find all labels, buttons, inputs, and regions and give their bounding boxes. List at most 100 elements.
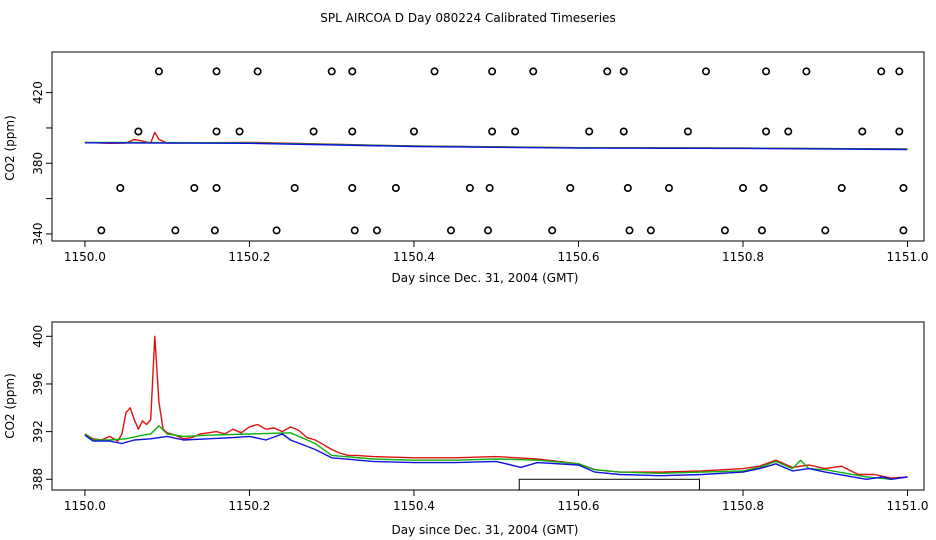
top-data-point — [762, 127, 771, 136]
bottom-panel: 1150.0 1150.2 1150.4 1150.6 1150.8 1151.0 388… — [3, 321, 929, 537]
bottom-box-rect — [518, 478, 700, 491]
top-data-point — [821, 226, 830, 235]
top-data-point — [446, 226, 455, 235]
bottom-x-tick-label: 1150.8 — [722, 499, 764, 513]
top-data-point — [483, 226, 492, 235]
top-data-point — [619, 127, 628, 136]
bottom-x-tick-label: 1150.4 — [393, 499, 435, 513]
top-data-point — [802, 67, 811, 76]
top-series-lines — [84, 131, 908, 151]
bottom-y-tick-label: 400 — [31, 325, 45, 348]
top-data-point — [877, 67, 886, 76]
top-x-tick-label: 1150.2 — [228, 250, 270, 264]
top-data-point — [409, 127, 418, 136]
top-data-point — [511, 127, 520, 136]
top-x-axis-label: Day since Dec. 31, 2004 (GMT) — [392, 271, 579, 285]
top-panel: 1150.0 1150.2 1150.4 1150.6 1150.8 1151.0 340… — [3, 51, 929, 285]
bottom-series-red — [84, 335, 908, 479]
top-data-point — [548, 226, 557, 235]
bottom-annotation-box — [518, 478, 700, 491]
bottom-series-green — [84, 425, 908, 480]
top-data-point — [762, 67, 771, 76]
top-data-point — [97, 226, 106, 235]
top-x-tick-label: 1151.0 — [887, 250, 929, 264]
top-data-point — [739, 184, 748, 193]
top-data-point — [154, 67, 163, 76]
top-data-point — [391, 184, 400, 193]
top-data-point — [858, 127, 867, 136]
top-data-point — [529, 67, 538, 76]
top-data-point — [327, 67, 336, 76]
top-x-tick-label: 1150.8 — [722, 250, 764, 264]
bottom-panel-frame — [51, 321, 925, 491]
top-data-point — [488, 127, 497, 136]
top-data-point — [625, 226, 634, 235]
top-x-tick-label: 1150.6 — [557, 250, 599, 264]
top-data-point — [134, 127, 143, 136]
top-data-point — [566, 184, 575, 193]
top-data-point — [212, 127, 221, 136]
top-data-point — [603, 67, 612, 76]
top-scatter-points — [97, 67, 908, 235]
bottom-series-lines — [84, 335, 908, 480]
top-data-point — [683, 127, 692, 136]
top-data-point — [212, 184, 221, 193]
top-data-point — [350, 226, 359, 235]
top-data-point — [348, 67, 357, 76]
bottom-x-tick-label: 1150.6 — [557, 499, 599, 513]
top-y-tick-label: 420 — [31, 81, 45, 104]
top-data-point — [759, 184, 768, 193]
top-data-point — [485, 184, 494, 193]
bottom-x-tick-label: 1151.0 — [887, 499, 929, 513]
top-data-point — [720, 226, 729, 235]
top-data-point — [619, 67, 628, 76]
bottom-series-blue — [84, 433, 908, 480]
top-data-point — [190, 184, 199, 193]
top-y-axis-label: CO2 (ppm) — [3, 115, 17, 181]
top-data-point — [488, 67, 497, 76]
top-series-blue — [84, 142, 908, 151]
top-data-point — [212, 67, 221, 76]
top-data-point — [664, 184, 673, 193]
bottom-y-tick-label: 388 — [31, 468, 45, 491]
top-x-tick-label: 1150.4 — [393, 250, 435, 264]
top-data-point — [585, 127, 594, 136]
top-data-point — [430, 67, 439, 76]
top-data-point — [309, 127, 318, 136]
top-data-point — [116, 184, 125, 193]
bottom-x-axis: 1150.0 1150.2 1150.4 1150.6 1150.8 1151.0 — [64, 490, 929, 513]
top-data-point — [235, 127, 244, 136]
bottom-x-tick-label: 1150.2 — [228, 499, 270, 513]
top-data-point — [253, 67, 262, 76]
bottom-y-axis: 388 392 396 400 — [31, 325, 52, 491]
top-data-point — [348, 184, 357, 193]
top-data-point — [646, 226, 655, 235]
top-y-axis: 340 380 420 — [31, 81, 52, 245]
top-data-point — [757, 226, 766, 235]
top-data-point — [210, 226, 219, 235]
top-data-point — [623, 184, 632, 193]
top-data-point — [701, 67, 710, 76]
top-data-point — [465, 184, 474, 193]
bottom-y-axis-label: CO2 (ppm) — [3, 373, 17, 439]
top-data-point — [348, 127, 357, 136]
bottom-x-tick-label: 1150.0 — [64, 499, 106, 513]
top-data-point — [895, 67, 904, 76]
top-data-point — [171, 226, 180, 235]
top-data-point — [272, 226, 281, 235]
top-panel-frame — [51, 51, 925, 242]
top-data-point — [837, 184, 846, 193]
top-data-point — [290, 184, 299, 193]
top-x-tick-label: 1150.0 — [64, 250, 106, 264]
top-x-axis: 1150.0 1150.2 1150.4 1150.6 1150.8 1151.0 — [64, 241, 929, 264]
bottom-x-axis-label: Day since Dec. 31, 2004 (GMT) — [392, 523, 579, 537]
top-data-point — [899, 226, 908, 235]
top-y-tick-label: 340 — [31, 222, 45, 245]
bottom-y-tick-label: 396 — [31, 373, 45, 396]
top-data-point — [899, 184, 908, 193]
chart-title: SPL AIRCOA D Day 080224 Calibrated Times… — [320, 11, 615, 25]
top-y-tick-label: 380 — [31, 152, 45, 175]
top-data-point — [784, 127, 793, 136]
bottom-y-tick-label: 392 — [31, 420, 45, 443]
